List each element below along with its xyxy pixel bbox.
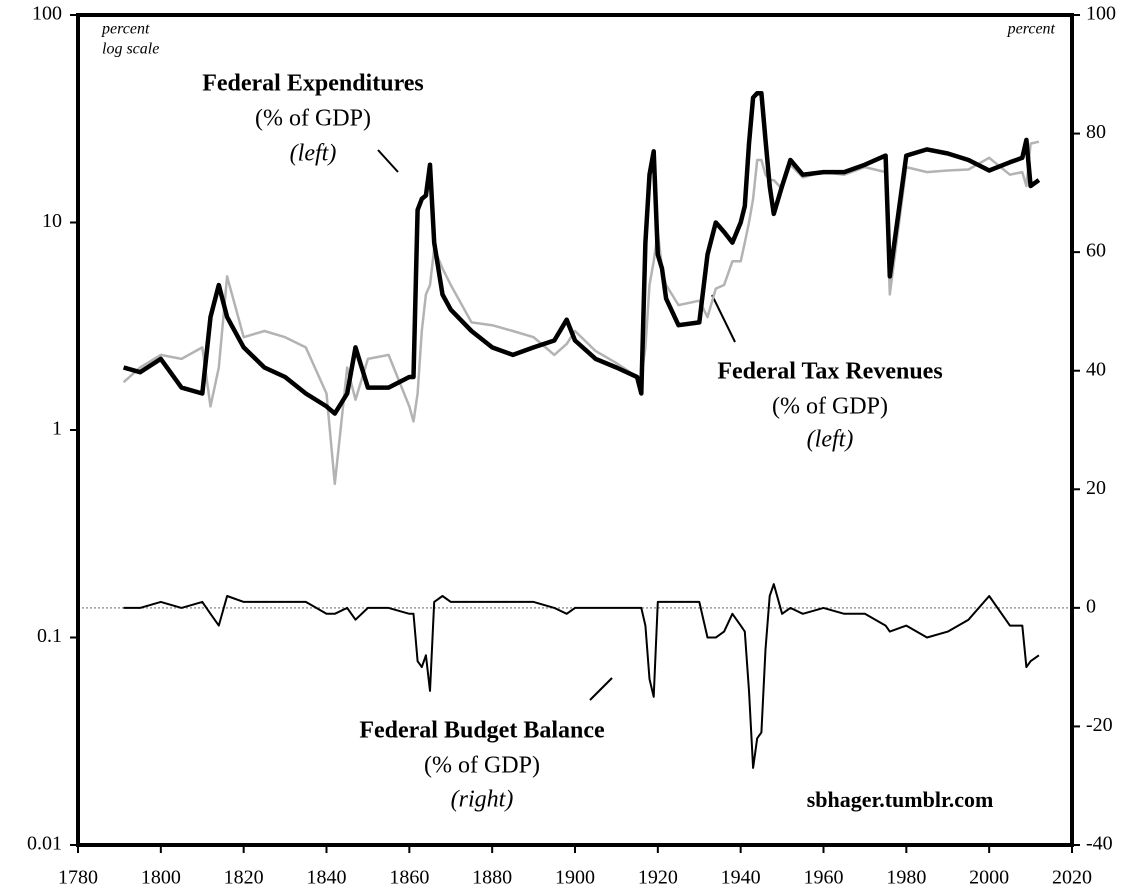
y2-tick-label: 100 xyxy=(1086,3,1116,25)
x-tick-label: 1840 xyxy=(307,867,347,889)
y2-axis-note: percent xyxy=(1007,21,1056,38)
y2-tick-label: 20 xyxy=(1086,477,1106,499)
x-tick-label: 1940 xyxy=(721,867,761,889)
y2-tick-label: -20 xyxy=(1086,714,1113,736)
x-tick-label: 1820 xyxy=(224,867,264,889)
annotation: (% of GDP) xyxy=(772,394,888,420)
y-tick-label: 10 xyxy=(42,210,62,232)
x-tick-label: 1980 xyxy=(886,867,926,889)
x-tick-label: 1860 xyxy=(389,867,429,889)
y2-tick-label: 40 xyxy=(1086,358,1106,380)
x-tick-label: 2000 xyxy=(969,867,1009,889)
y-tick-label: 1 xyxy=(52,418,62,440)
annotation: Federal Budget Balance xyxy=(359,718,605,744)
y2-tick-label: 80 xyxy=(1086,121,1106,143)
x-tick-label: 1780 xyxy=(58,867,98,889)
annotation: (% of GDP) xyxy=(424,753,540,779)
annotation: (left) xyxy=(807,427,854,453)
y-tick-label: 0.1 xyxy=(37,625,62,647)
series-line xyxy=(122,140,1040,486)
series-line xyxy=(122,90,1041,416)
source: sbhager.tumblr.com xyxy=(807,787,994,812)
y-tick-label: 0.01 xyxy=(27,833,62,855)
leader-line xyxy=(377,149,399,173)
series-line xyxy=(123,583,1040,769)
x-tick-label: 1960 xyxy=(804,867,844,889)
annotation: Federal Tax Revenues xyxy=(717,359,942,385)
annotation: Federal Expenditures xyxy=(202,71,424,97)
y-axis-note: log scale xyxy=(102,41,159,58)
annotation: (right) xyxy=(451,787,514,813)
y2-tick-label: 60 xyxy=(1086,240,1106,262)
x-tick-label: 1920 xyxy=(638,867,678,889)
y2-tick-label: -40 xyxy=(1086,833,1113,855)
x-tick-label: 1800 xyxy=(141,867,181,889)
x-tick-label: 1880 xyxy=(472,867,512,889)
y-tick-label: 100 xyxy=(32,3,62,25)
x-tick-label: 2020 xyxy=(1052,867,1092,889)
leader-line xyxy=(589,677,613,701)
y2-tick-label: 0 xyxy=(1086,595,1096,617)
x-tick-label: 1900 xyxy=(555,867,595,889)
y-axis-note: percent xyxy=(101,21,150,38)
annotation: (% of GDP) xyxy=(255,106,371,132)
annotation: (left) xyxy=(290,141,337,167)
leader-line xyxy=(711,294,736,343)
